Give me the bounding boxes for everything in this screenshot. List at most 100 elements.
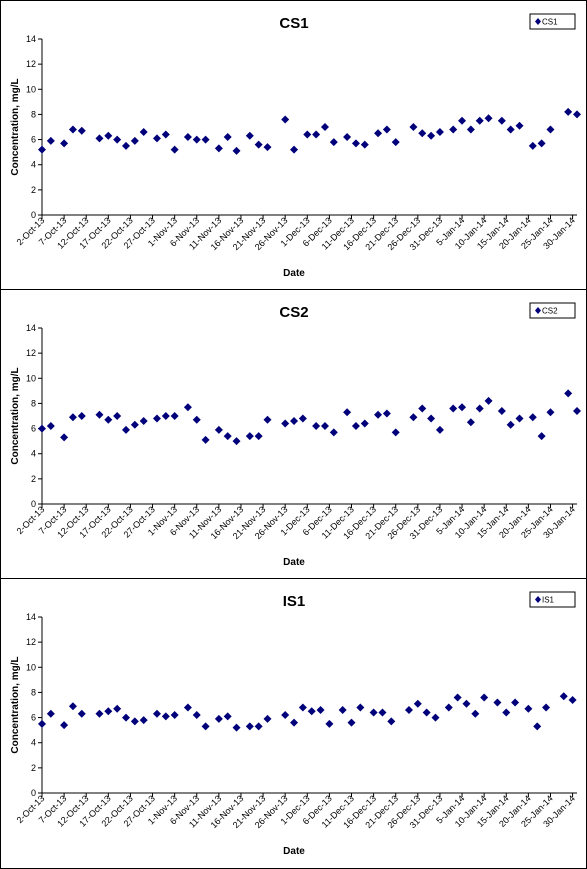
legend-marker-icon [535, 307, 541, 314]
data-point [254, 432, 263, 441]
data-point [458, 403, 467, 412]
data-point [475, 116, 484, 125]
data-point [320, 123, 329, 131]
data-point [77, 709, 86, 718]
data-point [130, 717, 139, 726]
data-point [458, 116, 467, 125]
data-point [374, 129, 383, 138]
data-point [435, 128, 444, 137]
y-axis-label: Concentration, mg/L [10, 367, 21, 464]
legend-marker-icon [535, 18, 541, 25]
y-tick-label: 14 [26, 323, 36, 333]
data-point [223, 712, 232, 721]
data-point [422, 708, 431, 717]
data-point [263, 415, 272, 424]
data-series [38, 389, 581, 446]
data-point [369, 708, 378, 717]
y-axis-label: Concentration, mg/L [10, 656, 21, 753]
data-series [38, 692, 577, 732]
data-point [113, 135, 122, 144]
data-point [466, 125, 475, 134]
y-tick-label: 14 [26, 34, 36, 44]
data-point [170, 412, 179, 420]
chart-panel-is1: IS1 IS1 0 2 4 6 8 10 12 14 2-Oct-13 7-Oct-13 12-Oct-… [0, 578, 587, 869]
legend-label: CS1 [542, 18, 558, 27]
legend: CS2 [529, 302, 576, 319]
data-point [546, 408, 555, 417]
data-point [502, 708, 511, 717]
data-point [307, 707, 316, 716]
y-tick-label: 2 [31, 763, 36, 773]
data-point [232, 437, 241, 446]
chart-panel-cs1: CS1 CS1 0 2 4 6 8 10 12 14 2-Oct-13 7-Oct-13 12-Oct-… [0, 0, 587, 290]
data-point [77, 412, 86, 420]
data-point [183, 133, 192, 142]
data-point [568, 695, 577, 704]
data-point [290, 417, 299, 426]
chart-cs1: CS1 CS1024681012142-Oct-137-Oct-1312-Oct-… [10, 13, 581, 279]
data-point [104, 707, 113, 716]
data-point [201, 722, 210, 731]
data-point [245, 131, 254, 140]
data-point [418, 404, 427, 413]
data-point [122, 425, 131, 434]
data-point [435, 425, 444, 434]
data-point [564, 389, 573, 398]
data-point [60, 433, 69, 442]
data-point [122, 713, 131, 722]
y-tick-label: 12 [26, 348, 36, 358]
chart-cs2: CS2 CS2024681012142-Oct-137-Oct-1312-Oct-… [10, 302, 581, 568]
data-point [453, 693, 462, 702]
data-point [152, 134, 161, 143]
y-tick-label: 4 [31, 738, 36, 748]
data-point [449, 125, 458, 134]
y-tick-label: 12 [26, 637, 36, 647]
data-point [378, 708, 387, 717]
legend-box [529, 591, 576, 608]
data-point [573, 110, 581, 119]
data-point [38, 424, 46, 433]
data-point [214, 714, 223, 723]
data-point [95, 410, 104, 419]
y-tick-label: 12 [26, 59, 36, 69]
data-point [214, 425, 223, 434]
data-point [312, 422, 321, 431]
data-point [418, 129, 427, 138]
y-tick-label: 4 [31, 160, 36, 170]
data-point [298, 703, 307, 712]
data-point [493, 698, 502, 707]
data-point [559, 692, 568, 701]
data-point [444, 703, 453, 712]
y-axis-label: Concentration, mg/L [10, 78, 21, 175]
data-point [232, 723, 241, 732]
data-point [462, 699, 471, 708]
data-point [46, 709, 55, 718]
data-point [232, 146, 241, 155]
data-point [480, 693, 489, 702]
data-point [343, 408, 352, 417]
data-point [201, 135, 210, 144]
y-tick-label: 10 [26, 84, 36, 94]
data-point [245, 722, 254, 731]
data-point [113, 704, 122, 713]
data-point [104, 415, 113, 424]
data-point [60, 721, 69, 730]
data-point [546, 125, 555, 134]
data-point [161, 712, 170, 721]
legend-marker-icon [535, 596, 541, 603]
y-tick-label: 8 [31, 687, 36, 697]
legend-box [529, 13, 576, 30]
data-point [263, 714, 272, 723]
data-point [192, 711, 201, 720]
data-point [484, 114, 493, 123]
data-point [68, 125, 77, 134]
y-tick-label: 10 [26, 662, 36, 672]
data-point [192, 415, 201, 424]
data-point [391, 428, 400, 437]
data-point [351, 139, 360, 148]
data-point [427, 414, 436, 423]
data-point [497, 116, 506, 125]
data-point [95, 134, 104, 143]
data-point [431, 713, 440, 722]
data-point [46, 136, 55, 145]
